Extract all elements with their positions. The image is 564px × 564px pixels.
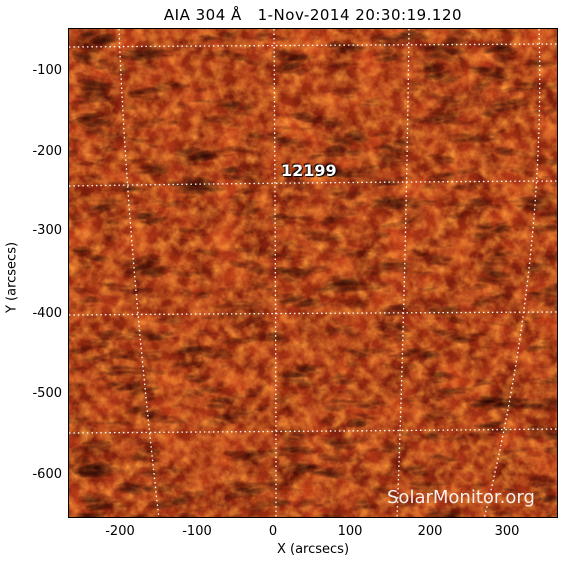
solar-dark-fibrils [69,29,557,517]
x-tick-label: -100 [182,524,212,539]
solar-image-svg [69,29,557,517]
watermark: SolarMonitor.org [387,487,535,508]
x-tick-label: 200 [417,524,443,539]
active-region-label: 12199 [281,161,337,180]
y-tick-label: -600 [32,467,62,482]
y-tick-label: -400 [32,306,62,321]
y-tick-label: -100 [32,63,62,78]
y-tick-label: -200 [32,144,62,159]
solar-image-plot: 12199 SolarMonitor.org [68,28,558,518]
x-tick-label: 300 [494,524,520,539]
y-axis-label: Y (arcsecs) [4,241,20,314]
heliographic-grid [69,29,557,517]
y-tick-label: -300 [32,223,62,238]
x-axis-label: X (arcsecs) [276,542,350,557]
figure-title: AIA 304 Å 1-Nov-2014 20:30:19.120 [163,6,463,24]
grid-longitude-line [273,29,277,517]
grid-longitude-line [396,29,410,517]
x-tick-label: 0 [268,524,278,539]
y-tick-label: -500 [32,386,62,401]
x-tick-label: -200 [105,524,135,539]
x-tick-label: 100 [337,524,363,539]
